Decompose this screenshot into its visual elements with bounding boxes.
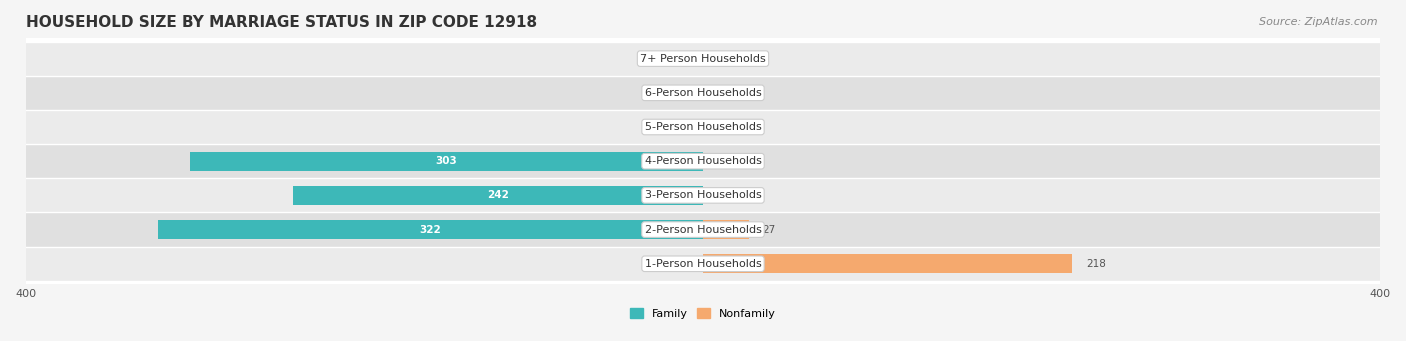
Bar bbox=[25, 247, 1381, 281]
Text: 0: 0 bbox=[711, 54, 718, 64]
Text: 0: 0 bbox=[711, 122, 718, 132]
Text: 218: 218 bbox=[1085, 259, 1105, 269]
Text: 1-Person Households: 1-Person Households bbox=[644, 259, 762, 269]
Text: 0: 0 bbox=[688, 122, 695, 132]
Text: HOUSEHOLD SIZE BY MARRIAGE STATUS IN ZIP CODE 12918: HOUSEHOLD SIZE BY MARRIAGE STATUS IN ZIP… bbox=[25, 15, 537, 30]
Bar bbox=[190, 152, 703, 170]
Text: 0: 0 bbox=[688, 88, 695, 98]
Text: 0: 0 bbox=[711, 156, 718, 166]
Text: 242: 242 bbox=[486, 190, 509, 201]
Text: 4-Person Households: 4-Person Households bbox=[644, 156, 762, 166]
Text: 5-Person Households: 5-Person Households bbox=[644, 122, 762, 132]
Bar bbox=[703, 254, 1073, 273]
Text: 0: 0 bbox=[711, 190, 718, 201]
Text: 303: 303 bbox=[436, 156, 457, 166]
Bar bbox=[25, 212, 1381, 247]
Bar bbox=[25, 110, 1381, 144]
Text: 7+ Person Households: 7+ Person Households bbox=[640, 54, 766, 64]
Text: 27: 27 bbox=[762, 225, 776, 235]
Text: 0: 0 bbox=[688, 259, 695, 269]
Legend: Family, Nonfamily: Family, Nonfamily bbox=[626, 303, 780, 323]
Text: 3-Person Households: 3-Person Households bbox=[644, 190, 762, 201]
Text: 2-Person Households: 2-Person Households bbox=[644, 225, 762, 235]
Bar bbox=[25, 144, 1381, 178]
Text: 0: 0 bbox=[711, 88, 718, 98]
Bar bbox=[25, 178, 1381, 212]
Bar bbox=[157, 220, 703, 239]
Text: 6-Person Households: 6-Person Households bbox=[644, 88, 762, 98]
Bar bbox=[703, 220, 749, 239]
Bar bbox=[25, 76, 1381, 110]
Text: Source: ZipAtlas.com: Source: ZipAtlas.com bbox=[1260, 17, 1378, 27]
Bar bbox=[292, 186, 703, 205]
Text: 0: 0 bbox=[688, 54, 695, 64]
Bar bbox=[25, 42, 1381, 76]
Text: 322: 322 bbox=[419, 225, 441, 235]
